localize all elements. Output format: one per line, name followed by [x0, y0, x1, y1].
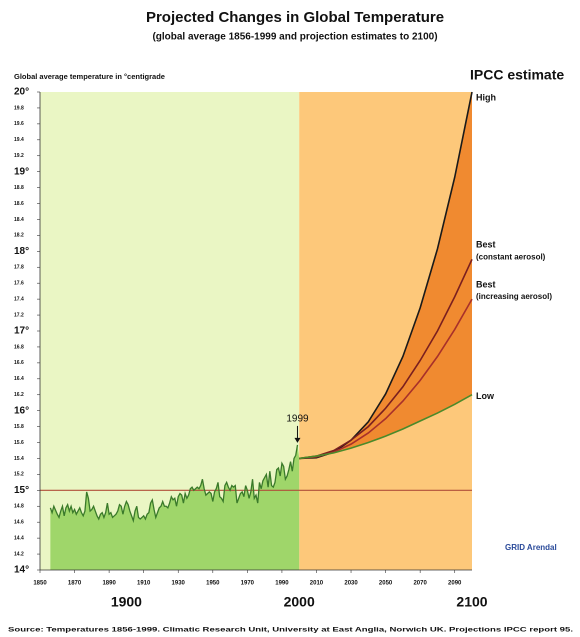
source-note: Source: Temperatures 1856-1999. Climatic… — [8, 627, 573, 634]
legend-title: IPCC estimate — [470, 67, 564, 83]
y-tick-label: 17.4 — [14, 296, 24, 302]
y-tick-label: 18° — [14, 246, 29, 257]
y-tick-label: 17° — [14, 326, 29, 337]
x-major-tick-label: 2000 — [284, 594, 315, 610]
x-tick-label: 2010 — [310, 581, 324, 587]
y-tick-label: 19° — [14, 166, 29, 177]
y-axis-label: Global average temperature in °centigrad… — [14, 72, 165, 81]
x-tick-label: 1910 — [137, 581, 151, 587]
series-note: (increasing aerosol) — [476, 292, 552, 301]
series-label: Best — [476, 240, 496, 250]
series-label: Low — [476, 391, 495, 401]
y-tick-label: 19.6 — [14, 121, 24, 127]
y-tick-label: 17.6 — [14, 281, 24, 287]
x-tick-label: 1950 — [206, 581, 220, 587]
y-tick-label: 18.8 — [14, 185, 24, 191]
y-tick-label: 19.8 — [14, 105, 24, 111]
y-tick-label: 17.8 — [14, 265, 24, 271]
projection-band — [299, 92, 472, 459]
y-tick-label: 15.6 — [14, 440, 24, 446]
annotation-arrowhead — [294, 437, 301, 443]
x-major-tick-label: 2100 — [456, 594, 487, 610]
y-tick-label: 16.4 — [14, 376, 24, 382]
x-major-tick-label: 1900 — [111, 594, 142, 610]
y-tick-label: 16.2 — [14, 392, 24, 398]
projection-line — [299, 394, 473, 460]
y-tick-label: 14° — [14, 565, 29, 576]
logo: GRID Arendal — [505, 543, 557, 552]
x-tick-label: 2050 — [379, 581, 393, 587]
y-tick-label: 18.4 — [14, 217, 24, 223]
y-tick-label: 18.2 — [14, 233, 24, 239]
chart-title: Projected Changes in Global Temperature — [146, 9, 444, 26]
history-line — [49, 444, 299, 524]
history-area — [50, 444, 300, 570]
y-tick-label: 16.8 — [14, 344, 24, 350]
y-tick-label: 19.4 — [14, 137, 24, 143]
y-tick-label: 15.4 — [14, 456, 24, 462]
y-tick-label: 15° — [14, 485, 29, 496]
x-tick-label: 1850 — [33, 581, 47, 587]
y-tick-label: 20° — [14, 87, 29, 98]
x-tick-label: 2090 — [448, 581, 462, 587]
x-tick-label: 1870 — [68, 581, 82, 587]
series-note: (constant aerosol) — [476, 252, 546, 261]
y-tick-label: 18.6 — [14, 201, 24, 207]
y-tick-label: 19.2 — [14, 153, 24, 159]
x-tick-label: 1970 — [241, 581, 255, 587]
y-tick-label: 15.8 — [14, 424, 24, 430]
y-tick-label: 14.2 — [14, 551, 24, 557]
y-tick-label: 16° — [14, 405, 29, 416]
chart-subtitle: (global average 1856-1999 and projection… — [152, 32, 437, 43]
y-tick-label: 14.8 — [14, 504, 24, 510]
y-tick-label: 14.6 — [14, 520, 24, 526]
x-tick-label: 1930 — [172, 581, 186, 587]
x-tick-label: 1890 — [102, 581, 116, 587]
projection-line — [299, 258, 473, 460]
y-tick-label: 14.4 — [14, 535, 24, 541]
annotation: 1999 — [286, 414, 309, 425]
y-tick-label: 15.2 — [14, 472, 24, 478]
series-label: Best — [476, 280, 496, 290]
x-tick-label: 2030 — [344, 581, 358, 587]
y-tick-label: 16.6 — [14, 360, 24, 366]
series-label: High — [476, 92, 496, 102]
x-tick-label: 1990 — [275, 581, 289, 587]
x-tick-label: 2070 — [413, 581, 427, 587]
y-tick-label: 17.2 — [14, 312, 24, 318]
